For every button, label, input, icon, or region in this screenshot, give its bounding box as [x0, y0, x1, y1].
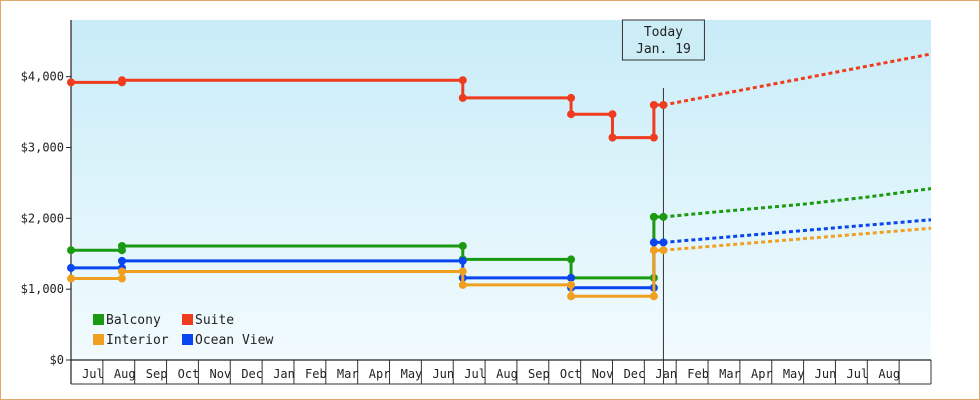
- suite-point: [649, 133, 658, 142]
- x-tick-label: Apr: [369, 367, 391, 381]
- suite-point: [117, 76, 126, 85]
- x-tick-label: Mar: [719, 367, 741, 381]
- legend-swatch-suite: [182, 314, 193, 325]
- suite-point: [458, 76, 467, 85]
- y-tick-label: $1,000: [21, 282, 64, 296]
- today-date: Jan. 19: [636, 42, 691, 57]
- x-tick-label: May: [783, 367, 805, 381]
- x-tick-label: Sep: [146, 367, 168, 381]
- x-tick-label: Jul: [847, 367, 869, 381]
- x-tick-label: Jun: [432, 367, 454, 381]
- x-tick-label: Oct: [560, 367, 582, 381]
- x-tick-label: Oct: [178, 367, 200, 381]
- balcony-point: [67, 246, 75, 255]
- interior-point: [458, 280, 467, 289]
- x-tick-label: Sep: [528, 367, 550, 381]
- ocean-view-forecast-line: [663, 218, 932, 244]
- legend-label-balcony: Balcony: [106, 313, 161, 328]
- x-tick-label: Jul: [464, 367, 486, 381]
- y-tick-label: $4,000: [21, 70, 64, 84]
- interior-point: [649, 246, 658, 255]
- legend-layer: Balcony Suite Interior Ocean View: [93, 313, 273, 348]
- legend-swatch-balcony: [93, 314, 104, 325]
- ocean-view-point: [458, 256, 467, 265]
- ocean-view-point: [567, 273, 576, 282]
- x-tick-label: May: [401, 367, 423, 381]
- legend-swatch-interior: [93, 334, 104, 345]
- x-tick-label: Jun: [815, 367, 837, 381]
- today-layer: Today Jan. 19: [621, 19, 705, 384]
- balcony-point: [567, 255, 576, 264]
- legend-label-interior: Interior: [106, 333, 169, 348]
- x-tick-label: Aug: [878, 367, 900, 381]
- x-tick-label: Feb: [305, 367, 327, 381]
- suite-point: [567, 110, 576, 119]
- axis-layer: Jul Aug Sep Oct Nov Dec Jan Feb Mar Apr May Jun Jul A…: [21, 20, 931, 385]
- ocean-view-point: [659, 238, 668, 247]
- legend-label-suite: Suite: [195, 313, 234, 328]
- x-tick-label: Nov: [592, 367, 614, 381]
- x-tick-label: Mar: [337, 367, 359, 381]
- balcony-point: [659, 212, 668, 221]
- balcony-forecast-line: [663, 187, 932, 219]
- suite-point: [458, 93, 467, 102]
- grid-layer: [102, 360, 932, 384]
- x-tick-label: Aug: [114, 367, 136, 381]
- x-tick-label: Jul: [82, 367, 104, 381]
- x-tick-label: Apr: [751, 367, 773, 381]
- suite-forecast-line: [663, 52, 932, 107]
- suite-point: [67, 78, 75, 87]
- ocean-view-point: [117, 256, 126, 265]
- balcony-point: [458, 241, 467, 250]
- legend-swatch-ocean-view: [182, 334, 193, 345]
- suite-point: [649, 101, 658, 109]
- interior-point: [567, 280, 576, 289]
- y-tick-label: $0: [50, 353, 64, 367]
- y-tick-label: $2,000: [21, 211, 64, 225]
- suite-point: [567, 93, 576, 102]
- interior-point: [117, 267, 126, 276]
- x-tick-label: Aug: [496, 367, 518, 381]
- y-tick-label: $3,000: [21, 141, 64, 155]
- today-label: Today: [644, 25, 683, 40]
- x-tick-label: Feb: [687, 367, 709, 381]
- ocean-view-point: [649, 238, 658, 247]
- x-tick-label: Dec: [624, 367, 646, 381]
- interior-point: [659, 246, 668, 255]
- x-tick-label: Jan: [273, 367, 295, 381]
- x-tick-label: Nov: [209, 367, 231, 381]
- x-tick-label: Dec: [241, 367, 263, 381]
- suite-point: [608, 133, 617, 142]
- balcony-point: [649, 212, 658, 221]
- interior-forecast-line: [663, 226, 932, 252]
- balcony-point: [117, 241, 126, 250]
- ocean-view-point: [67, 263, 75, 272]
- suite-point: [608, 110, 617, 119]
- today-box: [621, 19, 705, 61]
- x-tick-label: Jan: [655, 367, 677, 381]
- interior-point: [117, 274, 126, 283]
- legend-label-ocean-view: Ocean View: [195, 333, 273, 348]
- interior-point: [567, 292, 576, 301]
- interior-point: [67, 274, 75, 283]
- suite-point: [659, 101, 668, 109]
- plot-background: [71, 20, 931, 360]
- interior-point: [649, 292, 658, 301]
- series-layer: [67, 52, 932, 301]
- interior-point: [458, 267, 467, 276]
